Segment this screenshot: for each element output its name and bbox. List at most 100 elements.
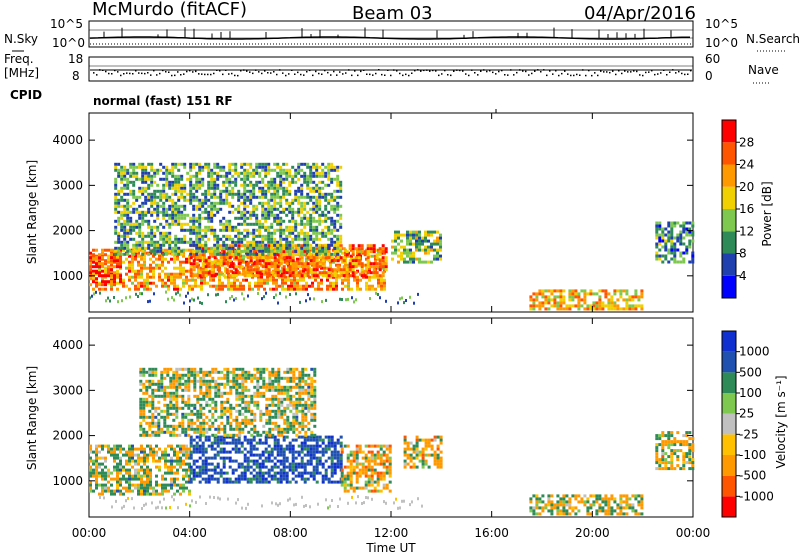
data-cell	[141, 171, 145, 175]
data-cell	[101, 462, 104, 466]
data-cell	[664, 257, 668, 261]
data-cell	[154, 415, 158, 419]
data-cell	[216, 249, 220, 253]
data-cell	[252, 237, 256, 241]
data-cell	[288, 192, 292, 196]
data-cell	[372, 262, 376, 266]
data-cell	[228, 456, 232, 460]
data-cell	[299, 278, 302, 282]
data-cell	[589, 289, 593, 293]
data-cell	[173, 459, 176, 463]
data-cell	[174, 192, 178, 196]
data-cell	[267, 165, 271, 169]
data-cell	[158, 447, 161, 451]
data-cell	[237, 465, 241, 469]
data-cell	[306, 240, 310, 244]
y-tick-label: 1000	[52, 269, 83, 283]
data-cell	[291, 219, 295, 223]
data-cell	[282, 450, 286, 454]
data-cell	[324, 216, 328, 220]
data-cell	[131, 257, 134, 261]
data-cell	[195, 204, 199, 208]
data-cell	[225, 237, 229, 241]
data-cell	[192, 253, 196, 257]
data-cell	[160, 388, 164, 392]
data-cell	[299, 287, 302, 291]
data-cell	[92, 260, 95, 264]
data-cell	[384, 247, 388, 251]
data-cell	[246, 168, 250, 172]
data-cell	[237, 262, 241, 266]
data-cell	[148, 427, 152, 431]
data-cell	[207, 174, 211, 178]
data-cell	[216, 477, 220, 481]
data-cell	[116, 269, 119, 273]
data-cell	[318, 204, 322, 208]
data-cell	[89, 262, 92, 266]
data-cell	[153, 198, 157, 202]
data-cell	[114, 195, 118, 199]
data-cell	[631, 304, 635, 308]
data-cell	[333, 165, 337, 169]
data-cell	[628, 298, 632, 302]
data-cell	[297, 246, 301, 250]
data-cell	[237, 222, 241, 226]
data-cell	[155, 465, 158, 469]
data-cell	[364, 459, 368, 463]
data-cell	[198, 237, 202, 241]
data-cell	[595, 301, 599, 305]
data-cell	[104, 287, 107, 291]
data-cell	[168, 186, 172, 190]
data-cell	[159, 168, 163, 172]
data-cell	[213, 246, 217, 250]
data-cell	[376, 453, 380, 457]
data-cell	[312, 450, 316, 454]
data-cell	[288, 271, 292, 275]
data-cell	[261, 450, 265, 454]
freq-mark	[420, 70, 422, 72]
data-cell	[412, 230, 415, 234]
data-cell	[174, 219, 178, 223]
data-cell	[240, 259, 244, 263]
data-cell	[185, 444, 188, 448]
data-cell	[541, 304, 545, 308]
data-cell	[207, 168, 211, 172]
data-cell	[140, 483, 143, 487]
data-cell	[330, 465, 334, 469]
data-cell	[165, 237, 169, 241]
data-cell	[216, 165, 220, 169]
data-cell	[240, 201, 244, 205]
data-cell	[288, 444, 292, 448]
data-cell	[655, 254, 659, 258]
data-cell	[288, 219, 292, 223]
data-cell	[406, 260, 409, 264]
data-cell	[264, 189, 268, 193]
freq-mark	[333, 70, 335, 73]
data-cell	[137, 447, 140, 451]
data-cell	[424, 251, 427, 255]
data-cell	[138, 234, 142, 238]
data-cell	[180, 216, 184, 220]
data-cell	[357, 259, 361, 263]
freq-mark	[591, 74, 593, 77]
data-cell	[436, 248, 439, 252]
data-cell	[252, 213, 256, 217]
data-cell	[264, 262, 268, 266]
data-cell	[200, 266, 203, 270]
data-cell	[141, 186, 145, 190]
data-cell	[95, 465, 98, 469]
data-cell	[222, 168, 226, 172]
data-cell	[285, 228, 289, 232]
data-cell	[373, 480, 377, 484]
data-cell	[213, 456, 217, 460]
data-cell	[192, 225, 196, 229]
data-cell	[273, 247, 277, 251]
data-cell	[309, 213, 313, 217]
data-cell	[255, 228, 259, 232]
data-cell	[249, 171, 253, 175]
data-cell	[281, 284, 284, 288]
data-cell	[213, 234, 217, 238]
data-cell	[279, 274, 283, 278]
data-cell	[180, 210, 184, 214]
data-cell	[89, 256, 92, 260]
